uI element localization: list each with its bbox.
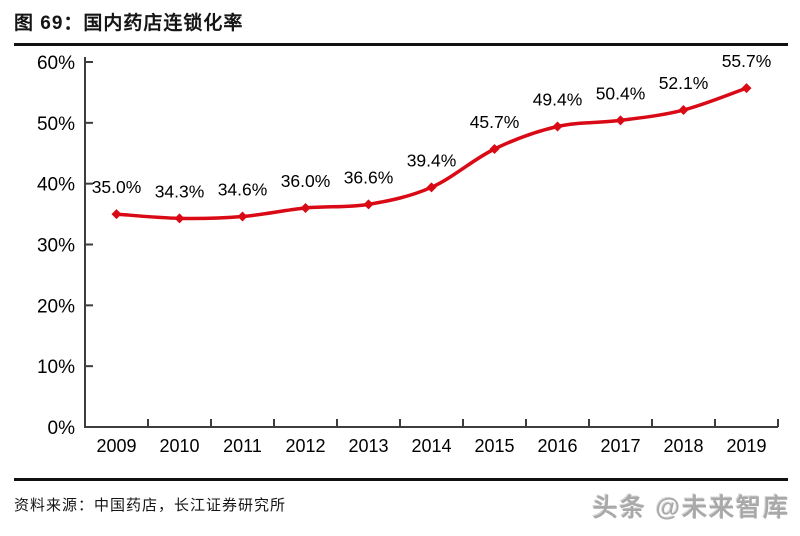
watermark: 头条 @未来智库 xyxy=(592,494,790,522)
title-underline xyxy=(14,43,788,46)
data-label: 52.1% xyxy=(659,73,709,93)
data-label: 36.6% xyxy=(344,167,394,187)
x-axis-label: 2016 xyxy=(537,436,577,456)
x-axis-label: 2018 xyxy=(663,436,703,456)
data-label: 35.0% xyxy=(92,177,142,197)
data-point-marker xyxy=(300,203,311,213)
y-axis-label: 10% xyxy=(37,357,75,378)
x-axis-label: 2014 xyxy=(411,436,451,456)
data-label: 34.3% xyxy=(155,181,205,201)
data-point-marker xyxy=(363,199,374,210)
data-point-marker xyxy=(741,83,752,94)
data-label: 34.6% xyxy=(218,180,268,200)
y-axis-label: 0% xyxy=(48,418,76,439)
data-point-marker xyxy=(552,121,563,132)
footer-rule xyxy=(14,478,788,481)
data-point-marker xyxy=(237,211,248,222)
data-label: 49.4% xyxy=(533,89,583,109)
x-axis-label: 2019 xyxy=(726,436,766,456)
x-axis-label: 2009 xyxy=(96,436,136,456)
y-axis-label: 40% xyxy=(37,175,75,196)
data-label: 50.4% xyxy=(596,83,646,103)
data-point-marker xyxy=(174,213,185,224)
data-point-marker xyxy=(111,209,122,220)
data-label: 45.7% xyxy=(470,112,520,132)
data-point-marker xyxy=(489,143,500,154)
x-axis-label: 2010 xyxy=(159,436,199,456)
data-point-marker xyxy=(615,115,626,126)
data-label: 36.0% xyxy=(281,171,331,191)
data-point-marker xyxy=(426,182,437,193)
x-axis-label: 2011 xyxy=(223,436,262,456)
data-point-marker xyxy=(678,105,689,116)
x-axis-label: 2017 xyxy=(600,436,640,456)
x-axis-label: 2015 xyxy=(474,436,514,456)
y-axis-label: 30% xyxy=(37,236,75,257)
data-label: 39.4% xyxy=(407,150,457,170)
y-axis-label: 60% xyxy=(37,53,75,74)
x-axis-label: 2012 xyxy=(285,436,325,456)
chart-title: 图 69：国内药店连锁化率 xyxy=(14,13,244,34)
data-label: 55.7% xyxy=(722,51,772,71)
source-note: 资料来源：中国药店，长江证券研究所 xyxy=(14,497,287,514)
y-axis-label: 20% xyxy=(37,296,75,317)
y-axis-label: 50% xyxy=(37,114,75,135)
x-axis-label: 2013 xyxy=(348,436,388,456)
